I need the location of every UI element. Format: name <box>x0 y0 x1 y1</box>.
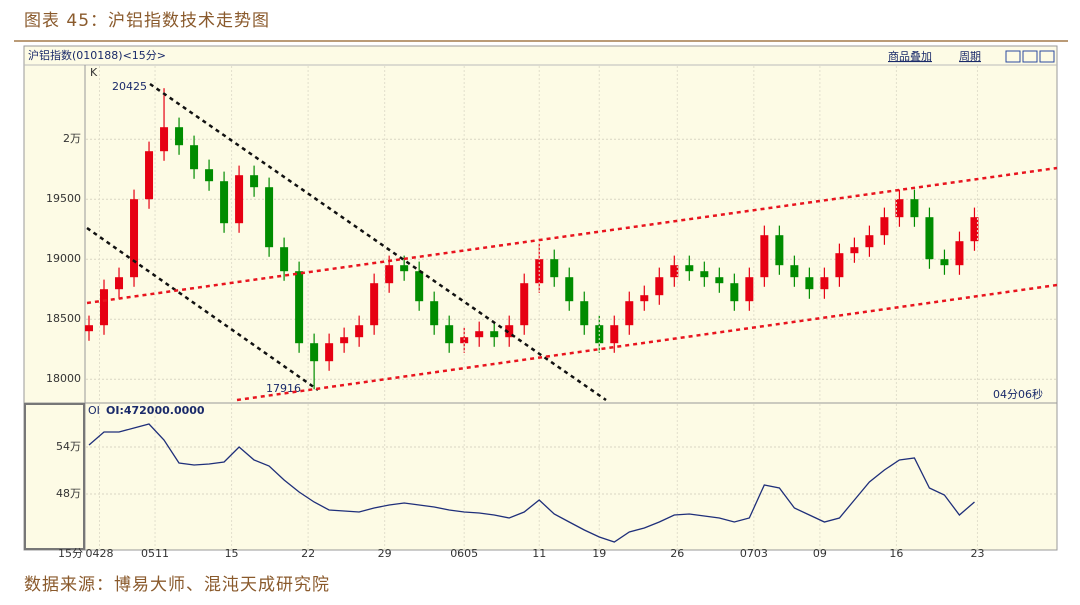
corner-box <box>24 403 85 550</box>
x-tick-label: 09 <box>813 547 827 560</box>
candle-body <box>910 199 919 218</box>
candle-body <box>235 175 244 224</box>
candle-body <box>670 265 679 278</box>
candle-body <box>850 247 859 254</box>
candle-body <box>745 277 754 302</box>
candle-body <box>430 301 439 326</box>
y-tick-label: 54万 <box>56 440 81 453</box>
candle-body <box>100 289 109 326</box>
candle-body <box>445 325 454 344</box>
candle-body <box>175 127 184 146</box>
chart-frame <box>23 45 1058 551</box>
candle-body <box>370 283 379 326</box>
candle-body <box>130 199 139 278</box>
candle-body <box>715 277 724 284</box>
candle-body <box>565 277 574 302</box>
candle-body <box>160 127 169 152</box>
candle-body <box>640 295 649 302</box>
y-tick-label: 18500 <box>46 312 81 325</box>
candle-body <box>460 337 469 344</box>
candle-body <box>520 283 529 326</box>
layout-icons[interactable] <box>1005 50 1055 63</box>
y-tick-label: 19000 <box>46 252 81 265</box>
annotation: 20425 <box>112 80 147 93</box>
candle-body <box>280 247 289 272</box>
candle-body <box>505 325 514 338</box>
candle-body <box>895 199 904 218</box>
candle-body <box>550 259 559 278</box>
y-tick-label: 19500 <box>46 192 81 205</box>
x-tick-label: 0605 <box>450 547 478 560</box>
candle-body <box>760 235 769 278</box>
oi-label: OI <box>88 404 100 417</box>
candle-body <box>385 265 394 284</box>
y-tick-label: 2万 <box>63 132 81 145</box>
period-button[interactable]: 周期 <box>959 50 981 63</box>
countdown: 04分06秒 <box>993 387 1043 401</box>
candle-body <box>355 325 364 338</box>
candle-body <box>925 217 934 260</box>
candle-body <box>190 145 199 170</box>
candle-body <box>490 331 499 338</box>
y-tick-label: 48万 <box>56 487 81 500</box>
x-tick-label: 22 <box>301 547 315 560</box>
candle-body <box>475 331 484 338</box>
x-tick-label: 19 <box>592 547 606 560</box>
candle-body <box>325 343 334 362</box>
trend-lines <box>86 82 1058 402</box>
x-axis-label: 15分 <box>58 547 83 560</box>
x-tick-label: 23 <box>970 547 984 560</box>
candle-body <box>790 265 799 278</box>
x-tick-label: 15 <box>225 547 239 560</box>
candle-body <box>265 187 274 248</box>
candle-body <box>580 301 589 326</box>
candle-body <box>805 277 814 290</box>
candle-body <box>220 181 229 224</box>
x-tick-label: 0703 <box>740 547 768 560</box>
candle-body <box>400 265 409 272</box>
candle-body <box>775 235 784 266</box>
candle-body <box>835 253 844 278</box>
x-tick-label: 29 <box>378 547 392 560</box>
candle-body <box>205 169 214 182</box>
x-tick-label: 26 <box>670 547 684 560</box>
x-tick-label: 11 <box>532 547 546 560</box>
x-tick-label: 16 <box>889 547 903 560</box>
oi-value: OI:472000.0000 <box>106 404 205 417</box>
overlay-button[interactable]: 商品叠加 <box>888 49 932 63</box>
candle-body <box>415 271 424 302</box>
annotation: 17916 <box>266 382 301 395</box>
candle-body <box>955 241 964 266</box>
candle-body <box>655 277 664 296</box>
x-tick-label: 0428 <box>86 547 114 560</box>
candle-body <box>295 271 304 344</box>
instrument-label: 沪铝指数(010188)<15分> <box>28 48 166 62</box>
candle-body <box>250 175 259 188</box>
candle-body <box>340 337 349 344</box>
candle-body <box>85 325 94 332</box>
candle-body <box>310 343 319 362</box>
panel-label: K <box>90 66 98 79</box>
oi-line <box>88 423 975 543</box>
candle-body <box>625 301 634 326</box>
candle-body <box>700 271 709 278</box>
candle-body <box>970 217 979 242</box>
candle-body <box>685 265 694 272</box>
candle-body <box>820 277 829 290</box>
candle-body <box>940 259 949 266</box>
candle-body <box>865 235 874 248</box>
candle-body <box>145 151 154 200</box>
page-title: 图表 45：沪铝指数技术走势图 <box>24 11 270 31</box>
x-tick-label: 0511 <box>141 547 169 560</box>
source: 数据来源：博易大师、混沌天成研究院 <box>24 575 330 595</box>
plots: 18000 18500 19000 19500 2万 48万 54万 0428 0511 15 22… <box>46 66 1057 560</box>
candle-body <box>880 217 889 236</box>
candle-body <box>730 283 739 302</box>
y-tick-label: 18000 <box>46 372 81 385</box>
candle-body <box>115 277 124 290</box>
candle-body <box>610 325 619 344</box>
